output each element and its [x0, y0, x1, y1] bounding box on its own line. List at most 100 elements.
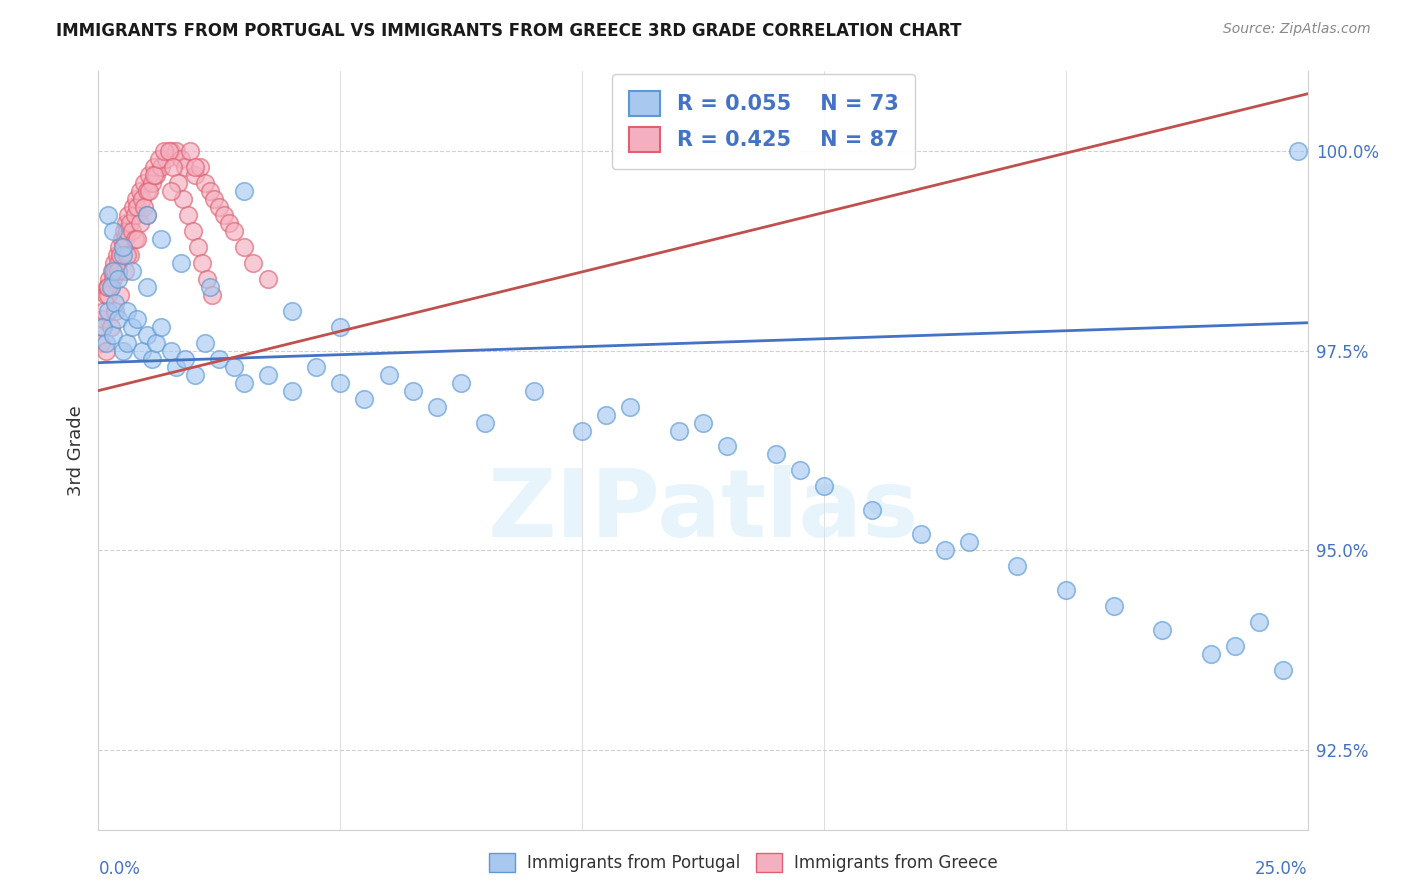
Point: [97, 280, 120, 294]
Point: [138, 184, 160, 198]
Point: [104, 264, 127, 278]
Point: [121, 319, 143, 334]
Point: [124, 232, 146, 246]
Point: [177, 208, 200, 222]
Point: [115, 216, 138, 230]
Point: [117, 303, 139, 318]
Point: [148, 152, 170, 166]
Point: [111, 240, 134, 254]
Point: [571, 424, 593, 438]
Point: [127, 200, 149, 214]
Point: [135, 208, 157, 222]
Point: [957, 535, 980, 549]
Point: [198, 280, 221, 294]
Point: [450, 376, 472, 390]
Point: [141, 351, 163, 366]
Text: IMMIGRANTS FROM PORTUGAL VS IMMIGRANTS FROM GREECE 3RD GRADE CORRELATION CHART: IMMIGRANTS FROM PORTUGAL VS IMMIGRANTS F…: [56, 22, 962, 40]
Point: [112, 224, 135, 238]
Point: [114, 232, 136, 246]
Point: [1199, 647, 1222, 661]
Point: [1249, 615, 1271, 629]
Point: [377, 368, 399, 382]
Point: [135, 208, 157, 222]
Point: [143, 168, 166, 182]
Point: [208, 200, 231, 214]
Point: [281, 303, 304, 318]
Point: [107, 264, 129, 278]
Point: [165, 144, 187, 158]
Point: [281, 384, 304, 398]
Point: [145, 335, 167, 350]
Point: [765, 447, 787, 461]
Point: [143, 160, 166, 174]
Point: [94, 343, 117, 358]
Point: [813, 479, 835, 493]
Point: [150, 319, 173, 334]
Point: [619, 400, 641, 414]
Point: [860, 503, 883, 517]
Point: [114, 264, 136, 278]
Point: [329, 319, 352, 334]
Point: [101, 327, 124, 342]
Point: [1102, 599, 1125, 613]
Point: [138, 168, 160, 182]
Text: 0.0%: 0.0%: [98, 860, 141, 878]
Point: [191, 256, 214, 270]
Point: [152, 144, 174, 158]
Point: [232, 184, 254, 198]
Point: [145, 168, 167, 182]
Point: [97, 288, 120, 302]
Point: [117, 248, 139, 262]
Point: [91, 311, 114, 326]
Point: [184, 168, 207, 182]
Point: [117, 224, 139, 238]
Point: [135, 184, 157, 198]
Point: [172, 192, 194, 206]
Point: [187, 240, 209, 254]
Point: [934, 543, 956, 558]
Point: [127, 311, 149, 326]
Point: [134, 176, 156, 190]
Point: [181, 224, 204, 238]
Point: [100, 280, 122, 294]
Point: [195, 272, 218, 286]
Point: [474, 416, 496, 430]
Point: [141, 176, 163, 190]
Point: [97, 208, 120, 222]
Legend: R = 0.055    N = 73, R = 0.425    N = 87: R = 0.055 N = 73, R = 0.425 N = 87: [612, 74, 915, 169]
Point: [94, 335, 117, 350]
Point: [353, 392, 375, 406]
Point: [127, 232, 149, 246]
Point: [184, 368, 207, 382]
Point: [218, 216, 240, 230]
Point: [111, 240, 134, 254]
Point: [179, 144, 201, 158]
Point: [204, 192, 226, 206]
Point: [1152, 623, 1174, 637]
Point: [91, 319, 114, 334]
Point: [789, 463, 811, 477]
Point: [93, 303, 115, 318]
Point: [107, 272, 129, 286]
Point: [1272, 663, 1295, 677]
Point: [134, 200, 156, 214]
Point: [329, 376, 352, 390]
Point: [198, 184, 221, 198]
Point: [128, 184, 150, 198]
Point: [150, 160, 173, 174]
Text: Source: ZipAtlas.com: Source: ZipAtlas.com: [1223, 22, 1371, 37]
Point: [174, 351, 197, 366]
Point: [105, 248, 128, 262]
Point: [124, 208, 146, 222]
Point: [194, 176, 217, 190]
Point: [108, 288, 131, 302]
Point: [121, 264, 143, 278]
Point: [111, 232, 134, 246]
Point: [169, 152, 191, 166]
Point: [131, 192, 153, 206]
Point: [222, 359, 245, 374]
Point: [117, 335, 139, 350]
Text: Immigrants from Greece: Immigrants from Greece: [794, 855, 998, 872]
Point: [100, 319, 122, 334]
Point: [122, 200, 145, 214]
